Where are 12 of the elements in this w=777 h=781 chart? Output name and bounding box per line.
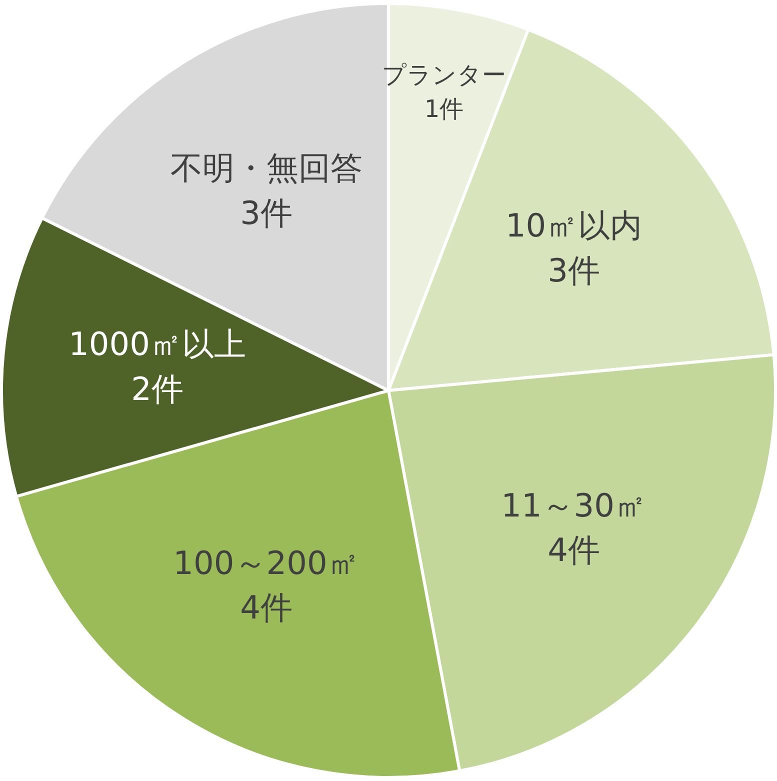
data-label: 3件 — [240, 194, 292, 232]
slice-label: 不明・無回答 — [170, 148, 362, 187]
slice-label: 10㎡以内 — [505, 206, 642, 244]
slice-label: 100～200㎡ — [173, 544, 360, 582]
data-label: 2件 — [131, 370, 184, 408]
data-label: 4件 — [548, 531, 600, 570]
data-label: 3件 — [548, 251, 600, 290]
slice-label: 1000㎡以上 — [68, 324, 246, 363]
slice-label: 11～30㎡ — [501, 486, 647, 524]
data-label: 4件 — [240, 588, 292, 627]
slice-label: プランター — [382, 61, 506, 90]
data-label: 1件 — [424, 94, 464, 123]
